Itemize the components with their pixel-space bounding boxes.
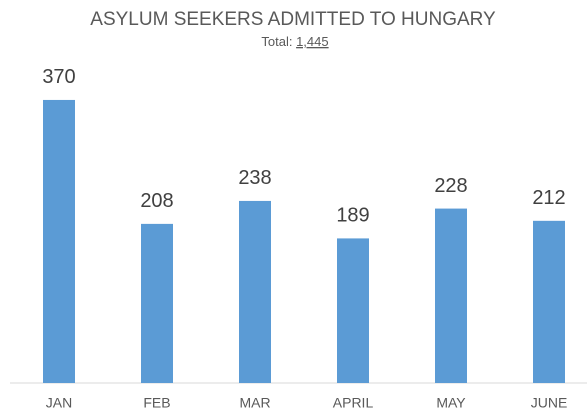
- bar: [239, 200, 271, 383]
- value-label: 370: [42, 66, 75, 88]
- value-label: 228: [434, 175, 467, 197]
- bar: [337, 238, 369, 383]
- x-tick-label: MAY: [436, 395, 466, 411]
- bar: [533, 220, 565, 383]
- bar: [435, 208, 467, 383]
- x-tick-label: JAN: [46, 395, 72, 411]
- x-tick-label: JUNE: [531, 395, 568, 411]
- value-label: 212: [532, 187, 565, 209]
- bar: [141, 223, 173, 383]
- x-tick-label: MAR: [239, 395, 270, 411]
- total: 1,445: [296, 34, 329, 49]
- chart-title: ASYLUM SEEKERS ADMITTED TO HUNGARY: [90, 9, 496, 30]
- value-label: 238: [238, 167, 271, 189]
- bar: [43, 99, 75, 383]
- chart-subtitle: Total: 1,445: [261, 34, 328, 49]
- value-label: 208: [140, 190, 173, 212]
- x-tick-label: FEB: [143, 395, 170, 411]
- subtitle-text: Total:: [261, 34, 292, 49]
- x-tick-label: APRIL: [333, 395, 374, 411]
- value-label: 189: [336, 205, 369, 227]
